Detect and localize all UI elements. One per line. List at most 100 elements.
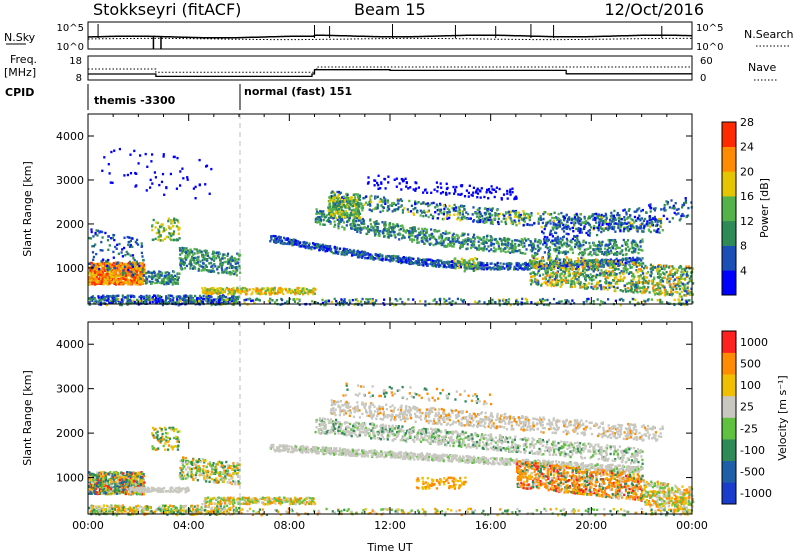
heatmap-cell <box>142 258 145 262</box>
heatmap-cell <box>539 216 542 220</box>
heatmap-cell <box>641 280 645 284</box>
heatmap-cell <box>349 248 352 252</box>
heatmap-cell <box>431 217 434 220</box>
heatmap-cell <box>580 228 583 231</box>
heatmap-cell <box>420 202 423 205</box>
heatmap-cell <box>332 251 335 255</box>
heatmap-cell <box>238 271 242 274</box>
heatmap-cell <box>189 301 193 305</box>
heatmap-cell <box>414 202 417 206</box>
heatmap-cell <box>179 264 182 268</box>
heatmap-cell <box>368 200 371 204</box>
heatmap-cell <box>392 226 395 229</box>
heatmap-cell <box>198 263 201 266</box>
heatmap-cell <box>110 237 113 240</box>
heatmap-cell <box>592 218 595 221</box>
heatmap-cell <box>477 220 480 224</box>
heatmap-cell <box>226 286 229 290</box>
heatmap-cell <box>557 221 560 225</box>
heatmap-cell <box>421 260 424 264</box>
heatmap-cell <box>119 267 123 271</box>
heatmap-cell <box>91 251 95 254</box>
heatmap-cell <box>231 289 234 292</box>
heatmap-cell <box>642 219 645 222</box>
heatmap-cell <box>582 240 585 243</box>
heatmap-cell <box>487 239 490 242</box>
station-title: Stokkseyri (fitACF) <box>93 0 241 19</box>
heatmap-cell <box>497 245 500 248</box>
heatmap-cell <box>301 289 304 293</box>
heatmap-cell <box>634 288 637 292</box>
heatmap-cell <box>198 158 201 162</box>
heatmap-cell <box>215 292 218 295</box>
heatmap-cell <box>337 227 340 230</box>
heatmap-cell <box>218 287 221 290</box>
heatmap-cell <box>106 264 109 267</box>
heatmap-cell <box>341 225 344 229</box>
heatmap-cell <box>107 261 110 265</box>
heatmap-cell <box>109 295 112 298</box>
heatmap-cell <box>576 238 579 242</box>
heatmap-cell <box>494 190 497 193</box>
heatmap-cell <box>453 192 456 195</box>
heatmap-cell <box>430 242 433 245</box>
heatmap-cell <box>337 250 340 253</box>
heatmap-cell <box>333 225 336 228</box>
heatmap-cell <box>659 292 662 295</box>
heatmap-cell <box>360 250 363 253</box>
heatmap-cell <box>157 297 160 300</box>
heatmap-cell <box>191 250 194 253</box>
heatmap-cell <box>136 238 139 242</box>
heatmap-cell <box>244 293 248 296</box>
heatmap-cell <box>583 285 587 288</box>
heatmap-cell <box>333 252 336 255</box>
heatmap-cell <box>581 285 584 289</box>
heatmap-cell <box>194 185 197 189</box>
heatmap-cell <box>159 239 162 242</box>
heatmap-cell <box>336 218 339 221</box>
heatmap-cell <box>483 266 486 270</box>
heatmap-cell <box>628 216 631 219</box>
heatmap-cell <box>481 214 484 218</box>
heatmap-cell <box>473 237 477 240</box>
heatmap-cell <box>183 297 186 300</box>
heatmap-cell <box>630 217 633 221</box>
heatmap-cell <box>571 268 574 271</box>
heatmap-cell <box>102 283 105 286</box>
heatmap-cell <box>426 202 429 205</box>
heatmap-cell <box>130 262 133 265</box>
heatmap-cell <box>511 187 514 190</box>
heatmap-cell <box>136 264 139 268</box>
heatmap-cell <box>639 274 642 277</box>
heatmap-cell <box>612 239 615 242</box>
heatmap-cell <box>112 233 115 237</box>
heatmap-cell <box>198 249 201 252</box>
heatmap-cell <box>395 255 398 258</box>
heatmap-cell <box>283 236 286 240</box>
heatmap-cell <box>594 274 597 278</box>
heatmap-cell <box>334 223 337 226</box>
heatmap-cell <box>525 248 528 251</box>
heatmap-cell <box>227 293 230 296</box>
heatmap-cell <box>427 209 431 212</box>
heatmap-cell <box>254 289 257 292</box>
heatmap-cell <box>142 282 145 285</box>
heatmap-cell <box>356 217 359 220</box>
freq-label: Freq. <box>10 53 37 66</box>
heatmap-cell <box>539 240 542 243</box>
heatmap-cell <box>399 233 402 236</box>
heatmap-cell <box>145 189 148 192</box>
heatmap-cell <box>632 247 635 250</box>
heatmap-cell <box>422 262 425 265</box>
heatmap-cell <box>393 226 396 229</box>
heatmap-cell <box>233 289 237 292</box>
heatmap-cell <box>504 220 507 224</box>
heatmap-cell <box>546 246 549 250</box>
heatmap-cell <box>131 265 135 268</box>
heatmap-cell <box>179 184 182 187</box>
heatmap-cell <box>475 189 478 192</box>
heatmap-cell <box>574 239 577 242</box>
heatmap-cell <box>619 250 622 254</box>
heatmap-cell <box>602 274 605 277</box>
heatmap-cell <box>384 221 387 224</box>
